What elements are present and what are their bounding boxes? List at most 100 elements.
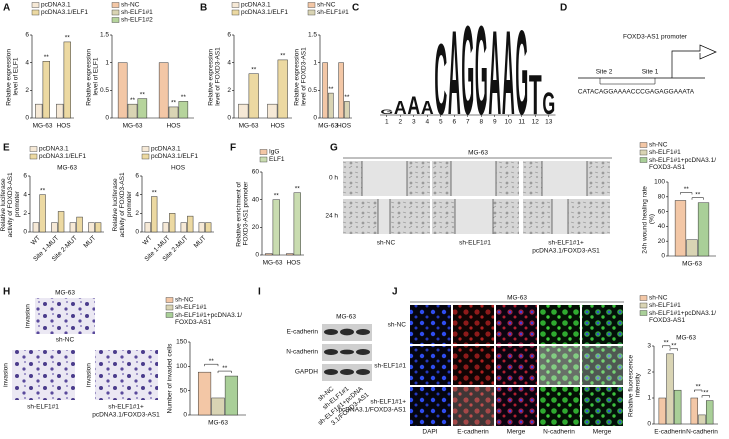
y-tick-label: 6 [25, 32, 29, 39]
y-tick-label: 0 [227, 115, 231, 122]
invasion-images: MG-63 invasion invasion invasion sh-NC s… [3, 290, 160, 419]
promoter-sequence: CATACAGGAAAACCCGAGAGGAAATA [578, 89, 695, 96]
x-tick-label: WT [142, 235, 154, 247]
y-tick-label: 100 [654, 179, 665, 186]
panel-label: G [330, 143, 338, 154]
bar [117, 62, 128, 119]
micrograph [12, 350, 75, 400]
legend-label: sh-ELF1#1 [317, 9, 349, 16]
side-label: invasion [3, 363, 10, 387]
y-tick-label: 0 [25, 115, 29, 122]
y-tick-label: 1 [105, 59, 109, 66]
micrograph [95, 350, 158, 400]
bar [88, 222, 95, 233]
bar [674, 200, 687, 257]
bar [293, 192, 301, 256]
bar [35, 103, 43, 119]
x-tick-label: HOS [286, 260, 301, 267]
bar [238, 103, 249, 119]
y-tick-label: 60 [658, 208, 666, 215]
y-axis-label: Relative luciferase activity of FOXD3-AS… [0, 171, 21, 238]
row-label: sh-ELF1#1 [374, 363, 406, 370]
legend-swatch [111, 17, 120, 23]
legend-swatch [259, 149, 268, 155]
bar [211, 397, 225, 416]
panel-label: C [352, 3, 359, 14]
site-label: Site 1 [642, 69, 659, 76]
significance: ** [130, 97, 136, 104]
significance: ** [209, 358, 215, 365]
group-label: sh-NC [56, 337, 75, 344]
significance: ** [664, 340, 670, 347]
legend-swatch [31, 2, 40, 8]
y-tick-label: 2 [135, 210, 139, 217]
x-tick-label: MG-63 [208, 420, 228, 427]
column-label: E-cadherin [457, 429, 489, 436]
bar [187, 215, 194, 233]
bar [56, 103, 64, 119]
y-axis-label: Relative expression level of FOXD3-AS1 [207, 47, 221, 106]
logo-letter: A [448, 6, 461, 140]
logo-tick-label: 8 [479, 119, 483, 126]
bar [265, 253, 273, 256]
bar [267, 103, 278, 119]
y-tick-label: 2 [23, 210, 27, 217]
legend-label: sh-NC [649, 295, 668, 302]
micrograph [35, 298, 95, 334]
if-title: MG-63 [507, 295, 527, 302]
y-tick-label: 0.5 [308, 87, 317, 94]
logo-tick-label: 12 [532, 119, 540, 126]
panel-label: H [3, 287, 10, 298]
legend-swatch [307, 2, 316, 8]
y-tick-label: 20 [658, 238, 666, 245]
bar [658, 397, 667, 425]
legend-swatch [31, 9, 40, 16]
bar [178, 101, 189, 119]
legend-label: ELF1 [269, 156, 285, 163]
legend-label: IgG [269, 149, 279, 156]
bar [686, 239, 698, 257]
if-grid [410, 305, 623, 426]
wound-edge [361, 161, 588, 234]
y-tick-label: 0 [105, 115, 109, 122]
bar [57, 211, 65, 233]
y-tick-label: 0 [313, 115, 317, 122]
panel-label: F [230, 143, 236, 154]
logo-tick-label: 10 [505, 119, 513, 126]
protein-label: E-cadherin [287, 329, 319, 336]
column-label: Merge [507, 429, 526, 436]
wound-images: MG-63 0 h 24 h sh-NC sh-ELF1#1 sh-ELF1#1… [325, 150, 612, 255]
logo-letter: T [529, 63, 542, 126]
panel-label: I [258, 287, 261, 298]
bar [224, 375, 239, 416]
comparison-bracket [204, 363, 219, 367]
legend-swatch [165, 312, 174, 318]
bar [673, 389, 682, 425]
y-tick-label: 4 [23, 191, 27, 198]
bar [180, 222, 187, 233]
blot-bands [324, 328, 370, 375]
legend-label: pcDNA3.1/ELF1 [41, 9, 88, 16]
promoter-diagram: FOXD3-AS1 promoter Site 2 Site 1 CATACAG… [578, 34, 717, 96]
y-tick-label: 6 [23, 173, 27, 180]
row-label: sh-ELF1#1+ [370, 399, 406, 406]
bar [322, 62, 328, 119]
x-tick-label: WT [30, 235, 42, 247]
bar [705, 400, 714, 425]
legend-swatch [639, 157, 648, 163]
bar [286, 253, 294, 256]
y-tick-label: 3 [647, 343, 651, 350]
bar [94, 222, 102, 233]
wound-gap [451, 161, 496, 196]
y-axis-label: Relative expression level of ELF1 [85, 47, 99, 106]
y-tick-label: 100 [176, 363, 187, 370]
panel-label: B [200, 3, 207, 14]
bar [338, 62, 344, 119]
comparison-bracket [694, 389, 703, 392]
y-tick-label: 6 [227, 32, 231, 39]
legend-label: pcDNA3.1 [151, 146, 181, 153]
legend-label: sh-ELF1#1 [121, 9, 153, 16]
logo-letter: G [515, 6, 528, 140]
bar [272, 199, 280, 256]
